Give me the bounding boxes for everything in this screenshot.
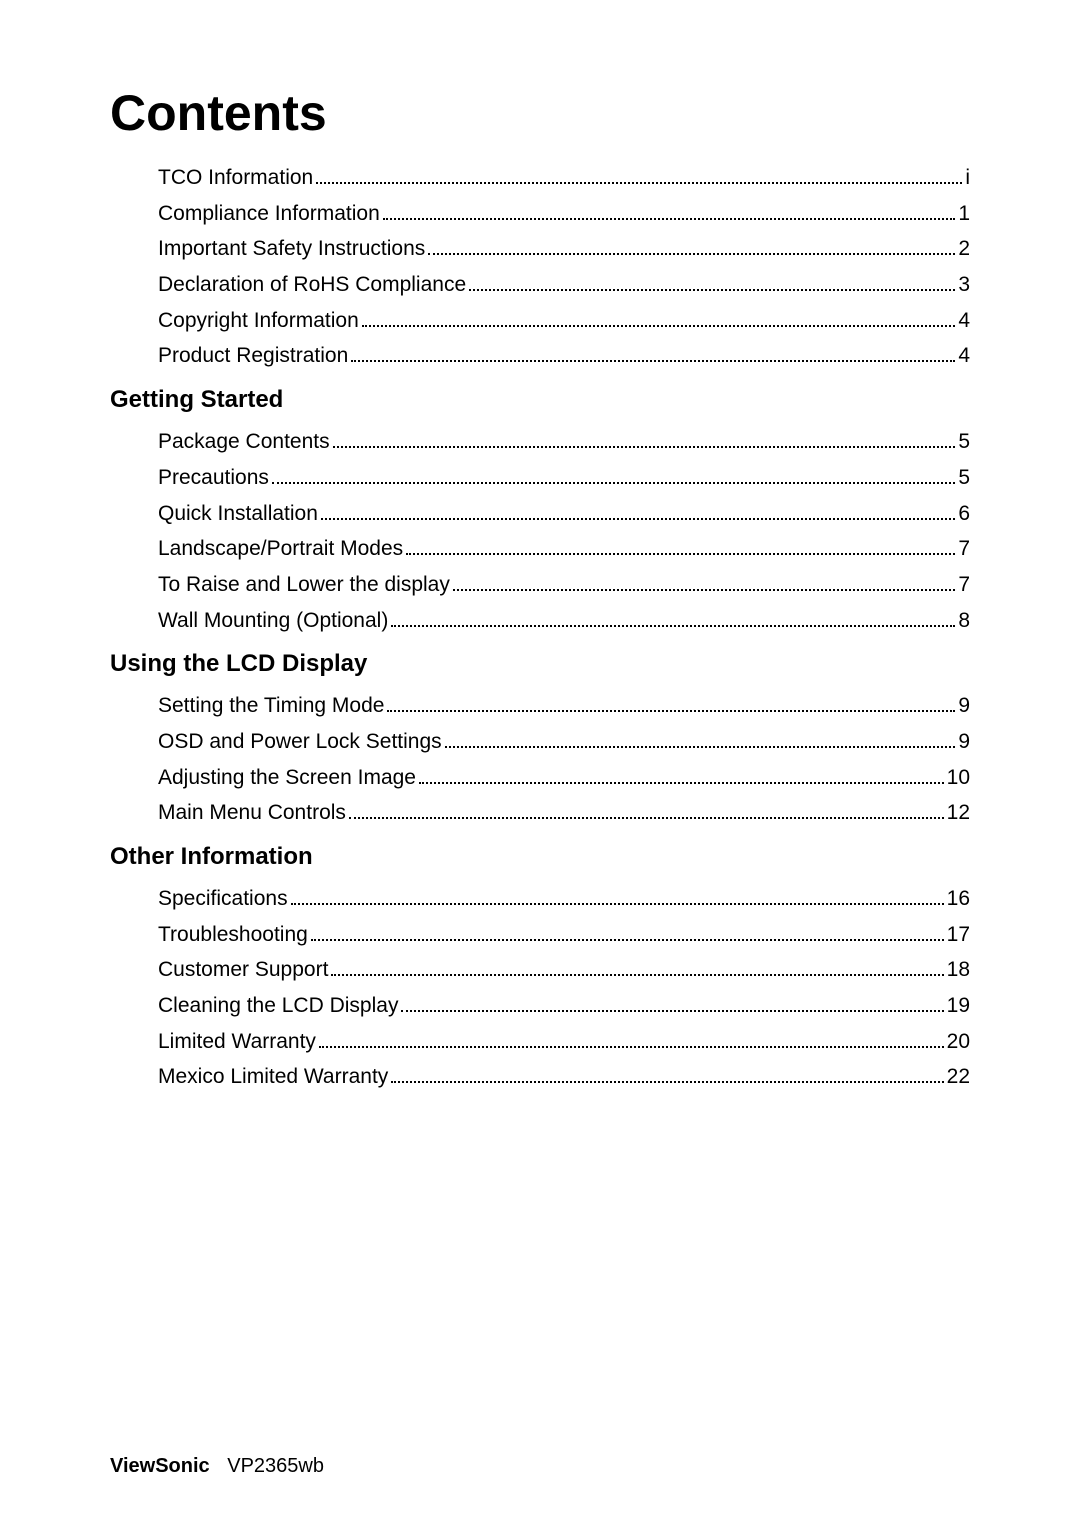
section-heading: Other Information — [110, 843, 970, 871]
toc-entry: Important Safety Instructions 2 — [158, 231, 970, 267]
toc-entry: Wall Mounting (Optional) 8 — [158, 603, 970, 639]
toc-leader — [383, 201, 956, 220]
toc-entry-page: 5 — [958, 424, 970, 460]
toc-entry-label: Quick Installation — [158, 496, 318, 532]
toc-entry-label: Copyright Information — [158, 303, 359, 339]
page-title: Contents — [110, 84, 970, 142]
toc-entry: Declaration of RoHS Compliance 3 — [158, 267, 970, 303]
toc-entry: Compliance Information 1 — [158, 196, 970, 232]
toc-entry-label: Package Contents — [158, 424, 330, 460]
toc-entry: Troubleshooting 17 — [158, 917, 970, 953]
toc-entry-page: 2 — [958, 231, 970, 267]
toc-entry: Package Contents 5 — [158, 424, 970, 460]
toc-entry-page: 19 — [947, 988, 970, 1024]
toc-leader — [453, 572, 955, 591]
section-heading: Getting Started — [110, 386, 970, 414]
toc-leader — [311, 922, 944, 941]
footer: ViewSonic VP2365wb — [110, 1455, 324, 1478]
toc-leader — [406, 536, 955, 555]
toc-entry: Main Menu Controls 12 — [158, 795, 970, 831]
toc-leader — [419, 765, 944, 784]
toc-entry-page: 4 — [958, 303, 970, 339]
toc-entry-page: 3 — [958, 267, 970, 303]
toc-entry-label: Adjusting the Screen Image — [158, 760, 416, 796]
toc-leader — [362, 308, 956, 327]
toc-entry-label: Declaration of RoHS Compliance — [158, 267, 466, 303]
toc-leader — [428, 236, 955, 255]
toc-entry-page: 9 — [958, 724, 970, 760]
toc-leader — [391, 608, 955, 627]
toc-leader — [321, 501, 955, 520]
toc-leader — [319, 1029, 944, 1048]
toc-entry-label: Cleaning the LCD Display — [158, 988, 398, 1024]
toc-entry-page: 8 — [958, 603, 970, 639]
toc-entry-page: 22 — [947, 1059, 970, 1095]
toc-entry: Adjusting the Screen Image 10 — [158, 760, 970, 796]
toc-leader — [272, 465, 955, 484]
toc-leader — [291, 886, 944, 905]
toc-entry: Landscape/Portrait Modes 7 — [158, 531, 970, 567]
toc-entry-page: 10 — [947, 760, 970, 796]
toc-entry-label: Landscape/Portrait Modes — [158, 531, 403, 567]
toc-entry-label: Precautions — [158, 460, 269, 496]
toc-entry-label: Customer Support — [158, 952, 328, 988]
toc-entry-label: Product Registration — [158, 338, 348, 374]
toc-leader — [387, 693, 955, 712]
toc-entry: Precautions 5 — [158, 460, 970, 496]
toc-leader — [331, 957, 943, 976]
toc-leader — [351, 344, 955, 363]
toc-entry-label: OSD and Power Lock Settings — [158, 724, 442, 760]
toc-entry-label: Specifications — [158, 881, 288, 917]
toc-entry-page: 5 — [958, 460, 970, 496]
toc-entry: Mexico Limited Warranty 22 — [158, 1059, 970, 1095]
toc-leader — [469, 272, 955, 291]
footer-brand: ViewSonic — [110, 1455, 210, 1477]
toc-entry-label: Compliance Information — [158, 196, 380, 232]
section-heading: Using the LCD Display — [110, 650, 970, 678]
toc-leader — [349, 800, 944, 819]
toc-entry-page: 9 — [958, 688, 970, 724]
toc-entry-page: 18 — [947, 952, 970, 988]
toc-entry: Customer Support 18 — [158, 952, 970, 988]
toc-entry-page: 7 — [958, 567, 970, 603]
toc-entry: Limited Warranty 20 — [158, 1024, 970, 1060]
toc-entry: Cleaning the LCD Display 19 — [158, 988, 970, 1024]
footer-model: VP2365wb — [227, 1455, 324, 1477]
toc-leader — [401, 993, 943, 1012]
toc-entry-label: Wall Mounting (Optional) — [158, 603, 388, 639]
toc-entry-page: 20 — [947, 1024, 970, 1060]
toc-section-group: Using the LCD Display Setting the Timing… — [110, 650, 970, 831]
toc-entry-page: 7 — [958, 531, 970, 567]
toc-entry: Setting the Timing Mode 9 — [158, 688, 970, 724]
toc-leader — [445, 729, 956, 748]
toc-prelim-group: TCO Information i Compliance Information… — [110, 160, 970, 374]
toc-entry: Product Registration 4 — [158, 338, 970, 374]
toc-entry: Specifications 16 — [158, 881, 970, 917]
toc-section-group: Getting Started Package Contents 5 Preca… — [110, 386, 970, 638]
toc-entry-page: i — [965, 160, 970, 196]
toc-entry-page: 1 — [958, 196, 970, 232]
toc-entry-label: TCO Information — [158, 160, 313, 196]
toc-entry: OSD and Power Lock Settings 9 — [158, 724, 970, 760]
toc-entry-label: Setting the Timing Mode — [158, 688, 384, 724]
toc-entry-label: Limited Warranty — [158, 1024, 316, 1060]
toc-leader — [333, 429, 956, 448]
toc-entry-page: 4 — [958, 338, 970, 374]
toc-entry-page: 6 — [958, 496, 970, 532]
toc-entry-label: To Raise and Lower the display — [158, 567, 450, 603]
toc-entry: TCO Information i — [158, 160, 970, 196]
toc-entry: Copyright Information 4 — [158, 303, 970, 339]
toc-entry-label: Main Menu Controls — [158, 795, 346, 831]
toc-entry-label: Troubleshooting — [158, 917, 308, 953]
toc-entry-page: 17 — [947, 917, 970, 953]
toc-entry-page: 16 — [947, 881, 970, 917]
toc-leader — [316, 165, 962, 184]
toc-entry: Quick Installation 6 — [158, 496, 970, 532]
toc-entry-label: Mexico Limited Warranty — [158, 1059, 388, 1095]
toc-leader — [391, 1065, 943, 1084]
toc-entry-page: 12 — [947, 795, 970, 831]
toc-entry: To Raise and Lower the display 7 — [158, 567, 970, 603]
toc-entry-label: Important Safety Instructions — [158, 231, 425, 267]
toc-section-group: Other Information Specifications 16 Trou… — [110, 843, 970, 1095]
